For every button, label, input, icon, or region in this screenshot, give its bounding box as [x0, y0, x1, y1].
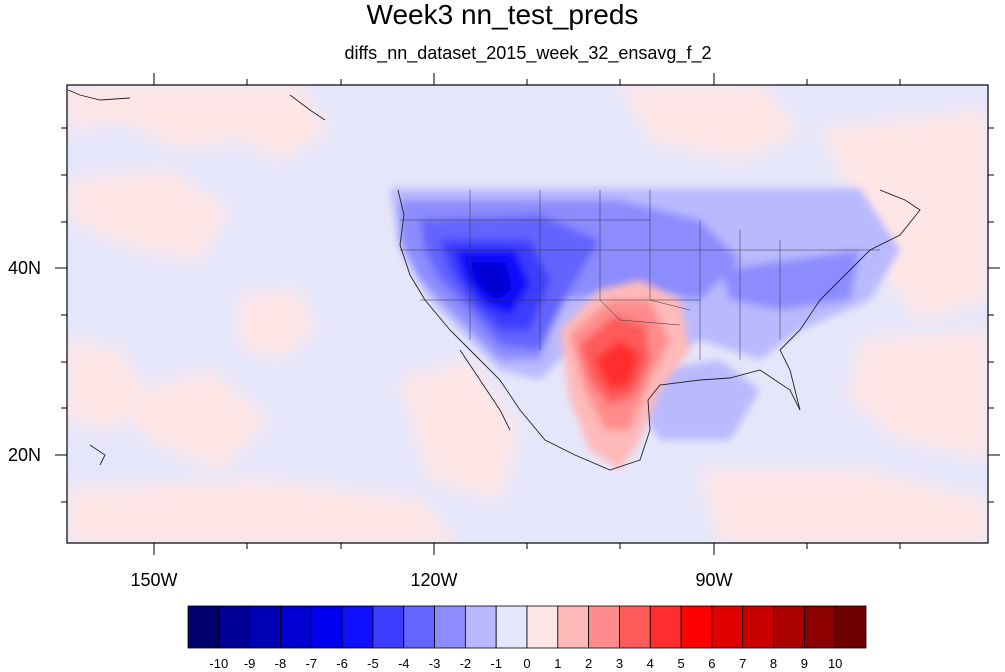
colorbar-label: 10 [827, 656, 843, 671]
colorbar-swatch [557, 605, 590, 649]
colorbar-swatch [280, 605, 312, 649]
colorbar-label: -9 [243, 656, 256, 671]
positive-anomaly-field [560, 280, 690, 470]
x-tick-label-120w: 120W [410, 570, 458, 590]
colorbar-swatch [187, 605, 220, 649]
colorbar-label: 3 [615, 656, 624, 671]
colorbar-swatch [341, 605, 374, 649]
colorbar-label: -1 [490, 656, 502, 671]
colorbar-swatch [742, 605, 774, 649]
colorbar-swatch [249, 605, 281, 649]
colorbar-swatch [834, 605, 867, 649]
y-tick-label-40n: 40N [8, 258, 42, 278]
colorbar-label: -2 [459, 656, 472, 671]
colorbar-label: 7 [739, 656, 747, 671]
colorbar-label: 1 [554, 656, 562, 671]
colorbar-swatch [649, 605, 682, 649]
x-tick-label-90w: 90W [695, 570, 733, 590]
colorbar-label: -6 [336, 656, 348, 671]
tick-marks [55, 73, 1000, 555]
colorbar-swatch [619, 605, 651, 649]
chart-title: Week3 nn_test_preds [366, 0, 639, 30]
colorbar-label: -3 [428, 656, 441, 671]
colorbar-label: 8 [769, 656, 778, 671]
chart-subtitle: diffs_nn_dataset_2015_week_32_ensavg_f_2 [344, 43, 712, 63]
colorbar-swatch [680, 605, 713, 649]
colorbar-label: 2 [585, 656, 593, 671]
colorbar-swatch [803, 605, 836, 649]
coastlines [67, 89, 921, 471]
y-tick-label-20n: 20N [8, 445, 42, 465]
colorbar-swatch [495, 605, 528, 649]
colorbar-label: 4 [646, 656, 654, 671]
colorbar [187, 605, 867, 649]
colorbar-label: 9 [800, 656, 808, 671]
colorbar-label: -5 [367, 656, 379, 671]
colorbar-swatch [526, 605, 559, 649]
x-tick-label-150w: 150W [130, 570, 178, 590]
colorbar-swatch [372, 605, 405, 649]
colorbar-label: -4 [397, 656, 410, 671]
colorbar-swatch [434, 605, 466, 649]
colorbar-label: -7 [305, 656, 318, 671]
colorbar-swatch [403, 605, 435, 649]
state-borders [400, 190, 880, 360]
colorbar-swatch [711, 605, 744, 649]
colorbar-label: -8 [274, 656, 287, 671]
colorbar-swatch [773, 605, 805, 649]
colorbar-label: 0 [523, 656, 531, 671]
colorbar-label: -10 [209, 656, 229, 671]
colorbar-swatch [218, 605, 251, 649]
colorbar-swatch [464, 605, 497, 649]
colorbar-label: 5 [677, 656, 685, 671]
colorbar-swatch [588, 605, 620, 649]
field-layer [67, 85, 988, 543]
colorbar-swatch [310, 605, 343, 649]
colorbar-label: 6 [708, 656, 716, 671]
